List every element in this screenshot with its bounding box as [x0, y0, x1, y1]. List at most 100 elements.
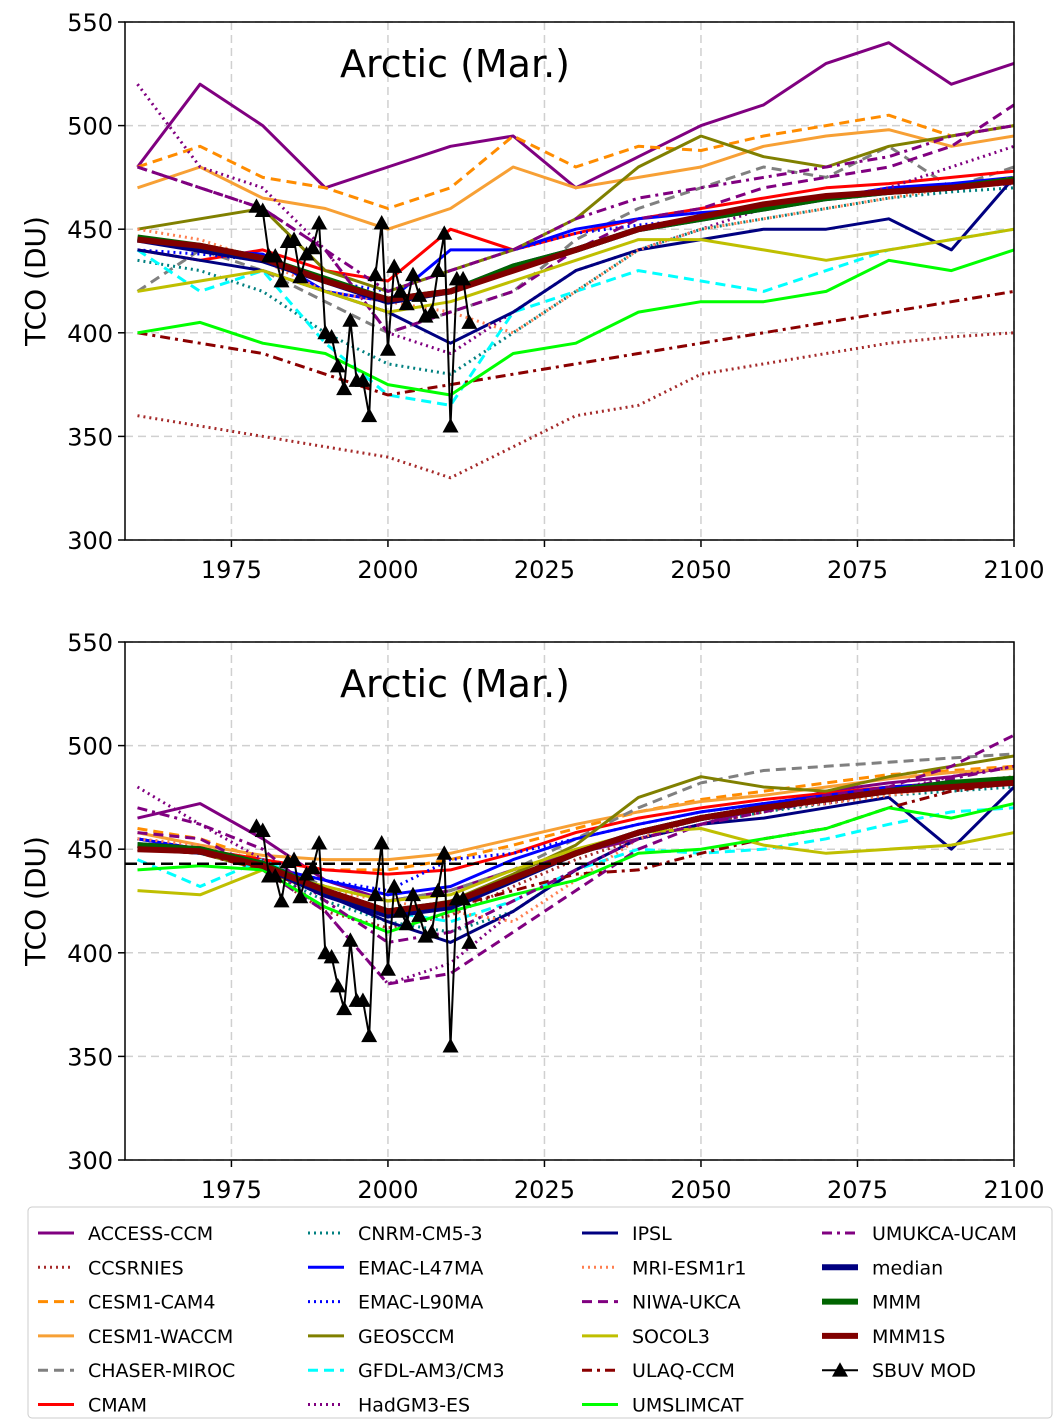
x-tick-label: 2025 [514, 1176, 575, 1204]
y-axis-label: TCO (DU) [19, 836, 52, 967]
series-line [137, 764, 1014, 944]
y-axis-label: TCO (DU) [19, 216, 52, 347]
series-line [137, 113, 1014, 210]
legend-label: MMM1S [872, 1326, 945, 1348]
data-point [373, 834, 390, 850]
data-point [342, 932, 359, 947]
data-point [336, 1000, 353, 1016]
data-point [436, 845, 453, 860]
data-point [323, 948, 340, 964]
data-point [336, 380, 353, 396]
legend-label: CNRM-CM5-3 [358, 1223, 483, 1245]
x-tick-label: 2075 [827, 1176, 888, 1204]
data-point [361, 407, 378, 423]
data-point [398, 915, 415, 931]
legend-label: HadGM3-ES [358, 1395, 470, 1417]
data-point [354, 372, 371, 387]
x-tick-label: 2075 [827, 556, 888, 584]
x-tick-label: 2050 [670, 1176, 731, 1204]
data-point [342, 312, 359, 327]
data-point [286, 231, 303, 246]
data-point [311, 834, 328, 850]
data-point [379, 341, 396, 356]
data-point [386, 878, 403, 893]
legend-label: CHASER-MIROC [88, 1360, 235, 1382]
data-point [398, 295, 415, 311]
y-tick-label: 450 [67, 836, 113, 864]
data-point [404, 266, 421, 282]
legend-label: GEOSCCM [358, 1326, 455, 1348]
data-point [379, 961, 396, 976]
x-tick-label: 2100 [983, 556, 1044, 584]
y-tick-label: 350 [67, 423, 113, 451]
data-point [329, 357, 346, 373]
data-point [267, 248, 284, 263]
chart-title: Arctic (Mar.) [340, 42, 570, 86]
plot-frame [124, 21, 1015, 541]
data-point [436, 225, 453, 240]
data-point [442, 1038, 459, 1053]
data-point [423, 924, 440, 939]
data-point [267, 868, 284, 883]
data-point [367, 886, 384, 902]
series-line [137, 289, 1014, 397]
series-line [137, 176, 1014, 303]
data-point [273, 273, 290, 288]
plot-area [136, 41, 1014, 480]
data-point [461, 934, 478, 949]
y-tick-label: 300 [67, 1147, 113, 1175]
legend-label: SOCOL3 [632, 1326, 710, 1348]
data-point [411, 287, 428, 302]
series-line [137, 128, 1014, 231]
data-point [404, 886, 421, 902]
legend-label: EMAC-L90MA [358, 1292, 483, 1314]
data-point [273, 893, 290, 908]
data-point [304, 239, 321, 255]
data-point [430, 262, 447, 278]
legend-label: ACCESS-CCM [88, 1223, 213, 1245]
y-tick-label: 300 [67, 527, 113, 555]
y-tick-label: 350 [67, 1043, 113, 1071]
plot-frame [124, 641, 1015, 1161]
data-point [442, 418, 459, 433]
x-tick-label: 2025 [514, 556, 575, 584]
legend-label: SBUV MOD [872, 1360, 976, 1382]
data-point [373, 214, 390, 230]
y-tick-label: 400 [67, 940, 113, 968]
data-point [392, 903, 409, 918]
data-point [386, 258, 403, 273]
legend-label: MMM [872, 1292, 921, 1314]
data-point [367, 266, 384, 282]
series-line [137, 733, 1014, 986]
legend-label: UMSLIMCAT [632, 1395, 744, 1417]
x-tick-label: 2100 [983, 1176, 1044, 1204]
series-line [137, 752, 1014, 903]
y-tick-label: 550 [67, 9, 113, 37]
data-point [311, 214, 328, 230]
data-point [286, 851, 303, 866]
series-line [137, 248, 1014, 397]
data-point [304, 859, 321, 875]
chart-title: Arctic (Mar.) [340, 662, 570, 706]
series-line [137, 785, 1014, 934]
series-line [137, 182, 1014, 293]
x-tick-label: 2050 [670, 556, 731, 584]
legend-label: MRI-ESM1r1 [632, 1257, 747, 1279]
series-line [137, 124, 1014, 293]
data-point [411, 907, 428, 922]
series-line [137, 779, 1014, 915]
legend-label: UMUKCA-UCAM [872, 1223, 1017, 1245]
data-point [254, 202, 271, 217]
data-point [461, 314, 478, 329]
y-tick-label: 400 [67, 320, 113, 348]
legend-label: EMAC-L47MA [358, 1257, 483, 1279]
data-point [455, 890, 472, 906]
data-point [354, 992, 371, 1007]
series-line [136, 144, 1014, 335]
data-point [392, 283, 409, 298]
x-tick-label: 1975 [201, 556, 262, 584]
data-point [254, 822, 271, 837]
data-point [323, 328, 340, 344]
y-tick-label: 500 [67, 733, 113, 761]
